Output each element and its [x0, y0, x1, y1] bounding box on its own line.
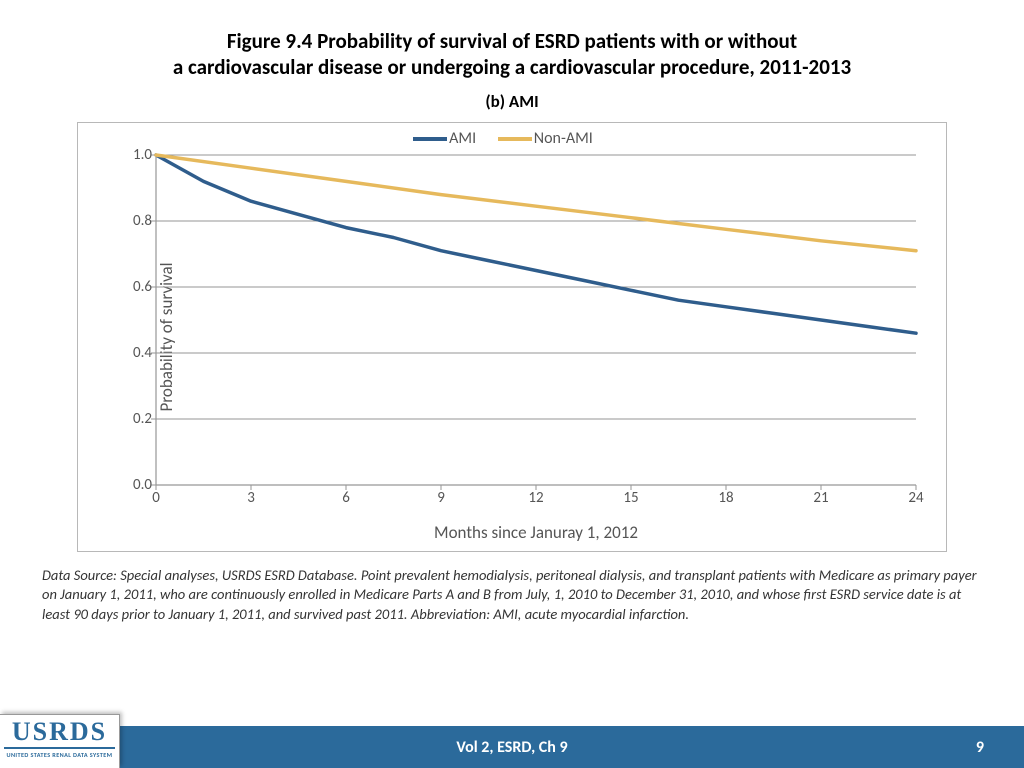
logo-sub-text: UNITED STATES RENAL DATA SYSTEM: [4, 747, 115, 759]
legend-label-non-ami: Non-AMI: [534, 129, 593, 148]
title-line-1: Figure 9.4 Probability of survival of ES…: [60, 28, 964, 54]
y-tick-label: 0.6: [118, 278, 152, 296]
x-tick-label: 3: [236, 489, 266, 507]
x-tick-label: 15: [616, 489, 646, 507]
legend-label-ami: AMI: [449, 129, 476, 148]
chart-legend: AMI Non-AMI: [78, 129, 946, 149]
logo-main-text: USRDS: [0, 719, 119, 745]
x-axis-label: Months since Januray 1, 2012: [156, 522, 916, 543]
x-tick-label: 24: [901, 489, 931, 507]
legend-swatch-non-ami: [498, 137, 532, 141]
y-tick-label: 0.8: [118, 212, 152, 230]
x-tick-label: 21: [806, 489, 836, 507]
chart-container: AMI Non-AMI Probability of survival 0.00…: [77, 122, 947, 552]
footer-bar: Vol 2, ESRD, Ch 9 9: [0, 726, 1024, 768]
footer-center-text: Vol 2, ESRD, Ch 9: [0, 738, 1024, 757]
y-tick-label: 0.2: [118, 410, 152, 428]
figure-title-block: Figure 9.4 Probability of survival of ES…: [0, 0, 1024, 116]
x-tick-label: 6: [331, 489, 361, 507]
plot-area: [156, 155, 916, 485]
y-tick-label: 0.4: [118, 344, 152, 362]
x-tick-label: 18: [711, 489, 741, 507]
footer-page-number: 9: [976, 738, 984, 757]
panel-subtitle: (b) AMI: [60, 91, 964, 112]
y-tick-label: 1.0: [118, 146, 152, 164]
usrds-logo: USRDS UNITED STATES RENAL DATA SYSTEM: [0, 714, 120, 768]
x-tick-label: 9: [426, 489, 456, 507]
title-line-2: a cardiovascular disease or undergoing a…: [60, 54, 964, 80]
x-tick-label: 0: [141, 489, 171, 507]
x-tick-label: 12: [521, 489, 551, 507]
data-source-footnote: Data Source: Special analyses, USRDS ESR…: [0, 552, 1024, 625]
legend-swatch-ami: [413, 137, 447, 141]
chart-svg: [156, 155, 916, 485]
